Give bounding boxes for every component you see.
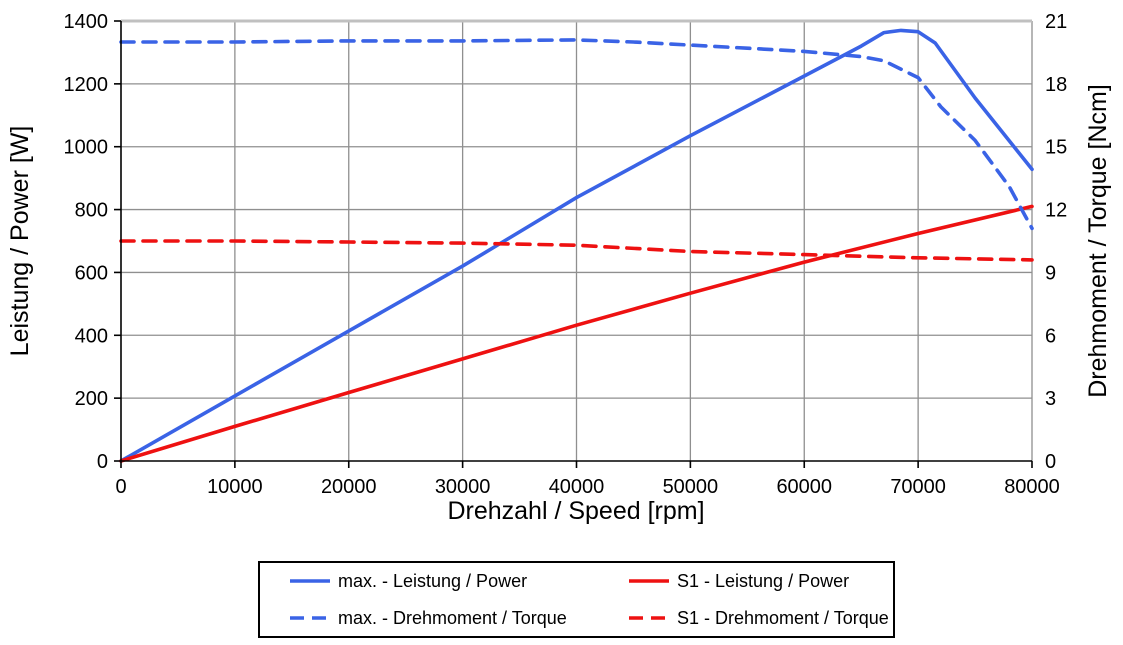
series-line-s1-leistung-power (119, 204, 1034, 463)
y-left-tick-label: 200 (75, 388, 108, 410)
x-tick-label: 40000 (549, 476, 605, 498)
y-left-tick-label: 400 (75, 325, 108, 347)
x-tick-label: 80000 (1004, 476, 1060, 498)
legend-sample-s1-power-line-icon (629, 579, 669, 583)
y-right-tick-label: 12 (1045, 200, 1067, 222)
x-tick-label: 0 (115, 476, 126, 498)
x-tick-label: 10000 (207, 476, 263, 498)
y-right-tick-label: 21 (1045, 11, 1067, 33)
x-tick-label: 60000 (776, 476, 832, 498)
y-left-tick-label: 1200 (64, 74, 109, 96)
legend-label-max-torque: max. - Drehmoment / Torque (338, 607, 567, 628)
series-line-max-drehmoment-torque (119, 38, 1034, 231)
y-left-tick-label: 600 (75, 262, 108, 284)
grid-layer (121, 19, 1033, 461)
series-line-max-leistung-power (119, 28, 1034, 463)
legend-label-s1-power: S1 - Leistung / Power (677, 571, 850, 592)
y-right-tick-label: 15 (1045, 137, 1067, 159)
x-tick-label: 50000 (663, 476, 719, 498)
y-right-tick-label: 18 (1045, 74, 1067, 96)
series-line-s1-drehmoment-torque (119, 239, 1034, 262)
y-right-axis-title: Drehmoment / Torque [Ncm] (1084, 84, 1112, 398)
x-tick-label: 30000 (435, 476, 491, 498)
legend-label-s1-torque: S1 - Drehmoment / Torque (677, 607, 889, 628)
axis-layer: 0 10000 20000 30000 40000 50000 60000 70000 8000… (64, 11, 1068, 498)
y-right-tick-label: 9 (1045, 262, 1056, 284)
legend-sample-s1-torque-line-icon (629, 616, 669, 620)
legend-item-max-power[interactable]: max. - Leistung / Power (289, 572, 628, 590)
legend-sample-max-torque-line-icon (290, 616, 330, 620)
series-layer (119, 28, 1034, 463)
y-right-tick-label: 0 (1045, 451, 1056, 473)
y-left-tick-label: 800 (75, 200, 108, 222)
legend-label-max-power: max. - Leistung / Power (338, 571, 528, 592)
x-tick-label: 20000 (321, 476, 377, 498)
x-axis-title: Drehzahl / Speed [rpm] (447, 497, 704, 525)
legend-sample-max-power-line-icon (290, 579, 330, 583)
y-left-tick-label: 1400 (64, 11, 109, 33)
y-left-axis-title: Leistung / Power [W] (6, 126, 34, 357)
legend-item-max-torque[interactable]: max. - Drehmoment / Torque (289, 609, 628, 627)
legend: max. - Leistung / Power S1 - Leistung / … (258, 561, 895, 638)
y-right-tick-label: 3 (1045, 388, 1056, 410)
y-left-tick-label: 0 (97, 451, 108, 473)
y-right-tick-label: 6 (1045, 325, 1056, 347)
legend-item-s1-torque[interactable]: S1 - Drehmoment / Torque (628, 609, 893, 627)
legend-item-s1-power[interactable]: S1 - Leistung / Power (628, 572, 893, 590)
x-tick-label: 70000 (890, 476, 946, 498)
y-left-tick-label: 1000 (64, 137, 109, 159)
